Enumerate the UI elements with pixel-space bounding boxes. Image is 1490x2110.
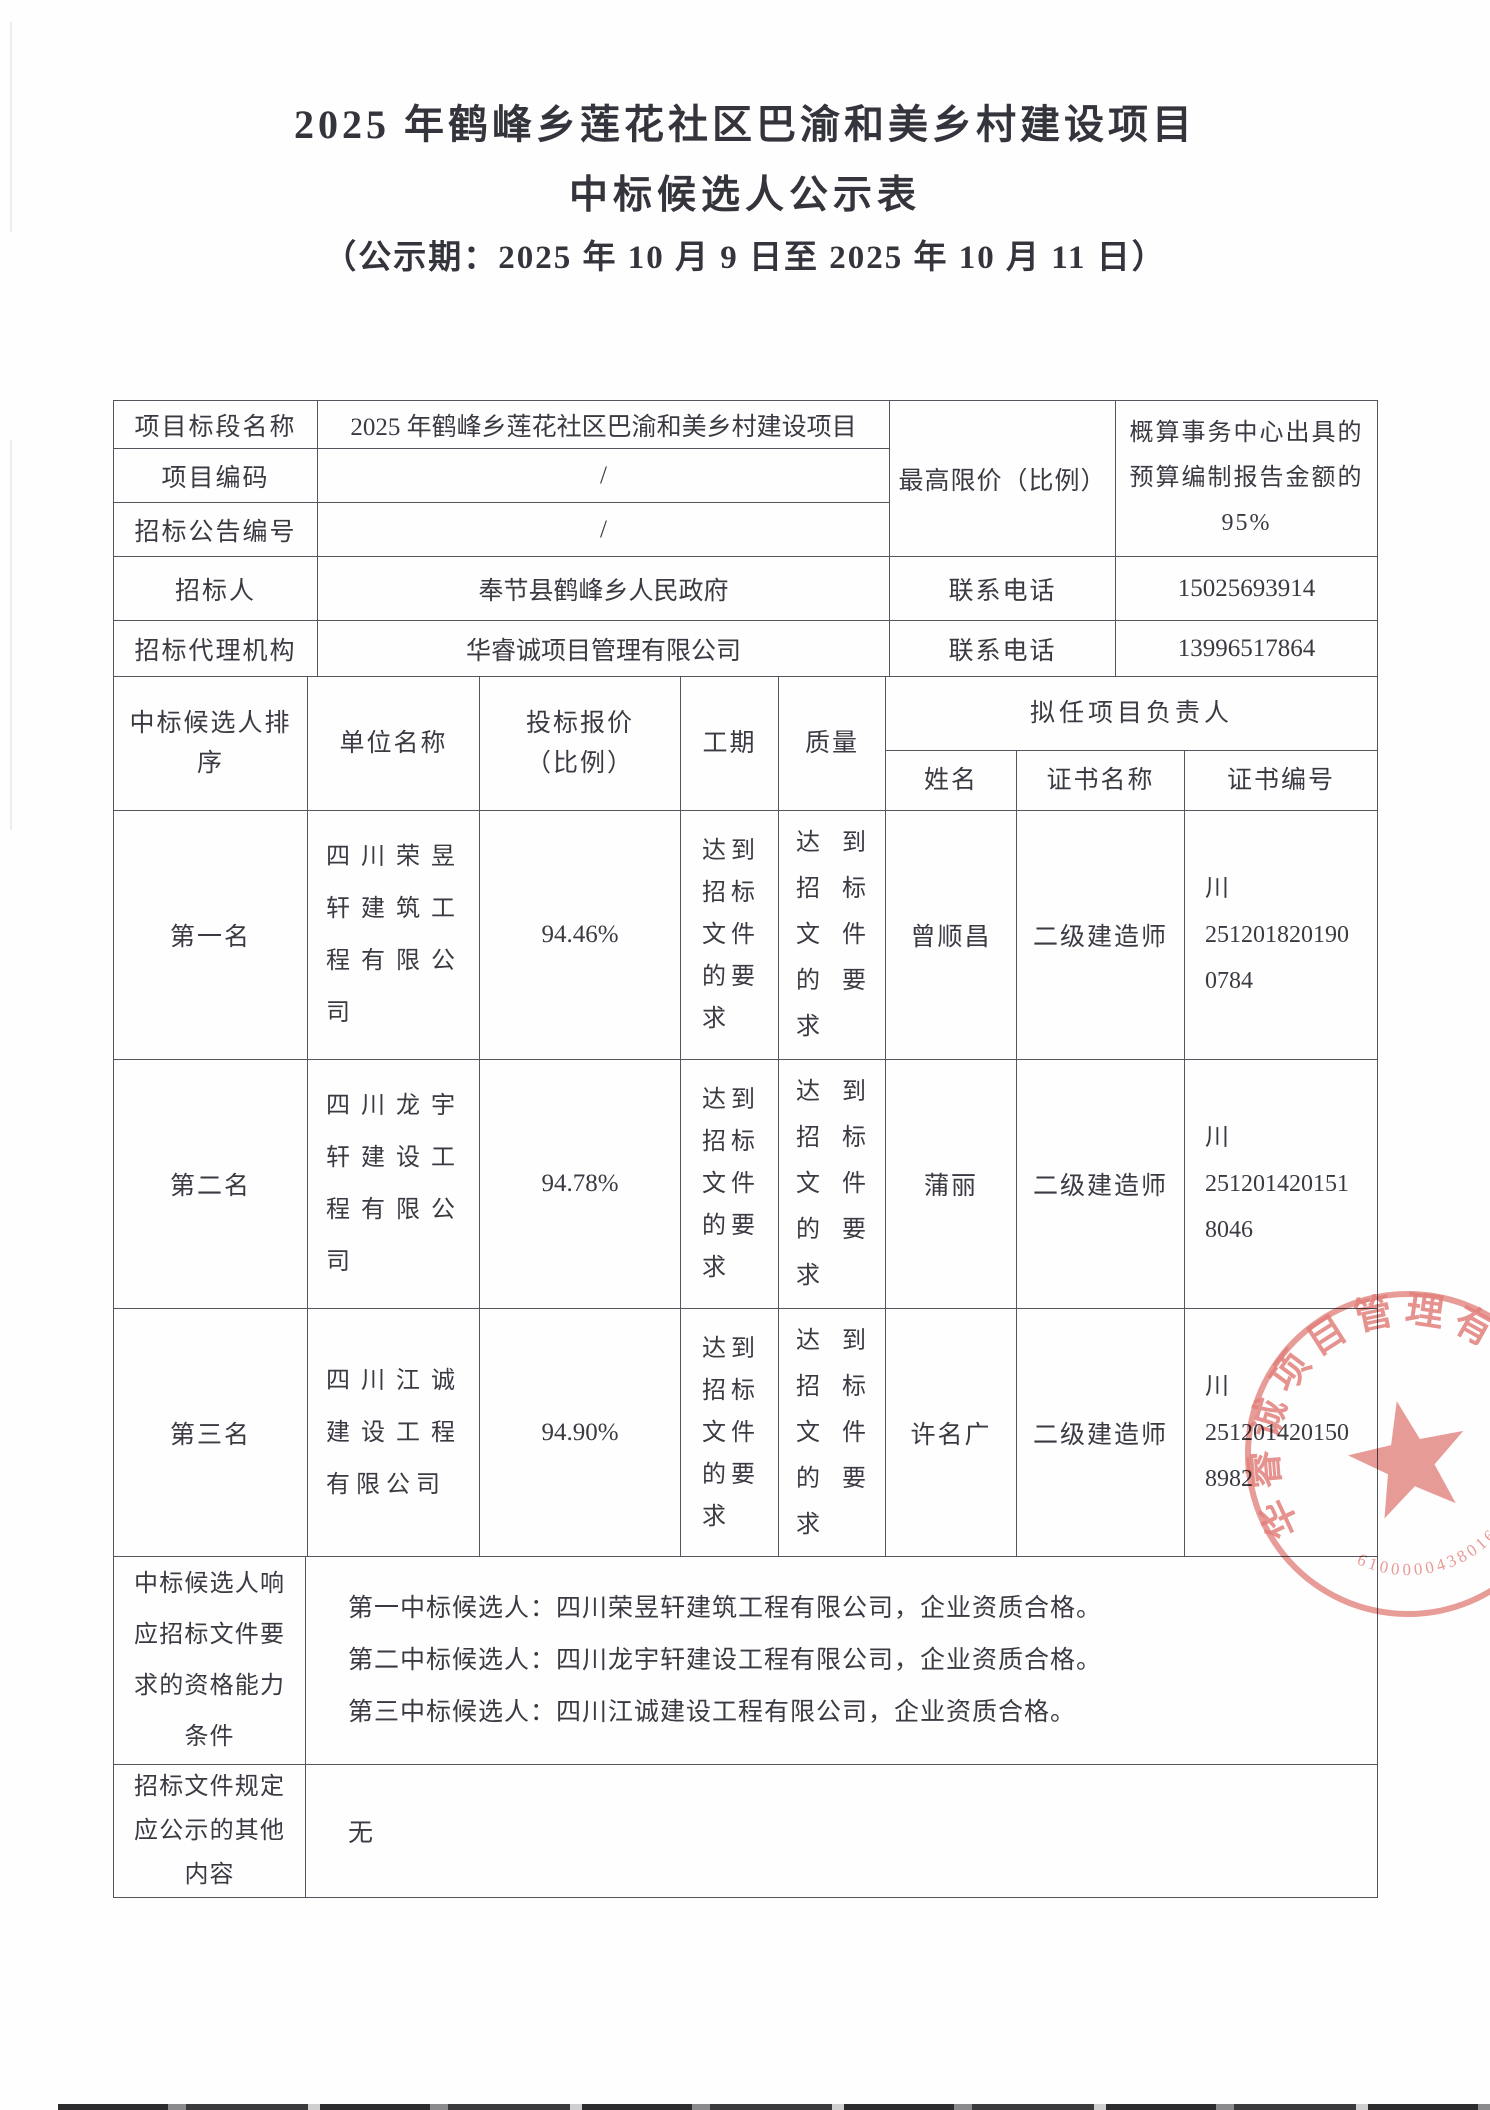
project-name-label: 项目标段名称 [113,400,318,449]
max-price-value: 概算事务中心出具的预算编制报告金额的95% [1115,400,1378,557]
manager-name-2: 蒲丽 [885,1059,1017,1309]
header-company: 单位名称 [307,676,480,811]
header-cert-no: 证书编号 [1183,750,1379,811]
tenderer-phone-label: 联系电话 [889,556,1116,621]
seal-circle [1245,1291,1490,1617]
other-content-value: 无 [305,1764,1378,1898]
agency-label: 招标代理机构 [113,620,318,677]
bid-1: 94.46% [479,810,681,1060]
company-1: 四川荣昱轩建筑工程有限公司 [307,810,480,1060]
cert-no-2: 川 2512014201518046 [1183,1059,1379,1309]
company-3: 四川江诚建设工程有限公司 [307,1308,480,1557]
manager-name-1: 曾顺昌 [885,810,1017,1060]
header-quality: 质量 [778,676,886,811]
candidate-row-1: 第一名 四川荣昱轩建筑工程有限公司 94.46% 达到招标文件的要求 达到招标文… [113,810,1379,1060]
duration-3: 达到招标文件的要求 [680,1308,779,1557]
duration-1: 达到招标文件的要求 [680,810,779,1060]
project-name-value: 2025 年鹤峰乡莲花社区巴渝和美乡村建设项目 [317,400,890,449]
document-subtitle: 中标候选人公示表 [568,174,921,217]
qualification-label: 中标候选人响应招标文件要求的资格能力条件 [113,1556,306,1765]
project-info-table: 项目标段名称 2025 年鹤峰乡莲花社区巴渝和美乡村建设项目 最高限价（比例） … [113,400,1378,677]
cert-no-3: 川 2512014201508982 [1183,1308,1379,1557]
other-content-label: 招标文件规定应公示的其他内容 [113,1764,306,1898]
svg-text:6100000438016: 6100000438016 [1351,1521,1490,1592]
agency-value: 华睿诚项目管理有限公司 [317,620,890,677]
document-title: 2025 年鹤峰乡莲花社区巴渝和美乡村建设项目 [294,102,1196,147]
rank-2: 第二名 [113,1059,308,1309]
tenderer-label: 招标人 [113,556,318,621]
cert-name-2: 二级建造师 [1016,1059,1185,1309]
announce-no-value: / [317,502,890,557]
header-manager-name: 姓名 [885,750,1017,811]
scanner-edge-band [58,2104,1490,2110]
company-2: 四川龙宇轩建设工程有限公司 [307,1059,480,1309]
cert-name-3: 二级建造师 [1016,1308,1185,1557]
tenderer-value: 奉节县鹤峰乡人民政府 [317,556,890,621]
candidate-row-3: 第三名 四川江诚建设工程有限公司 94.90% 达到招标文件的要求 达到招标文件… [113,1308,1379,1557]
agency-phone-value: 13996517864 [1115,620,1378,677]
candidate-row-2: 第二名 四川龙宇轩建设工程有限公司 94.78% 达到招标文件的要求 达到招标文… [113,1059,1379,1309]
rank-3: 第三名 [113,1308,308,1557]
cert-name-1: 二级建造师 [1016,810,1185,1060]
bid-2: 94.78% [479,1059,681,1309]
announce-no-label: 招标公告编号 [113,502,318,557]
bid-3: 94.90% [479,1308,681,1557]
qualification-line-1: 第一中标候选人：四川荣昱轩建筑工程有限公司，企业资质合格。 [348,1595,1103,1622]
project-code-label: 项目编码 [113,448,318,503]
tenderer-phone-value: 15025693914 [1115,556,1378,621]
scan-edge-mark [10,22,12,232]
duration-2: 达到招标文件的要求 [680,1059,779,1309]
header-bid: 投标报价 （比例） [479,676,681,811]
company-seal-graphic: 华睿诚项目管理有限公司 6100000438016 [1212,1259,1490,1617]
candidates-table: 中标候选人排 序 单位名称 投标报价 （比例） 工期 质量 拟任项目负责人 姓名… [113,676,1379,1557]
qualification-line-3: 第三中标候选人：四川江诚建设工程有限公司，企业资质合格。 [348,1699,1077,1726]
agency-phone-label: 联系电话 [889,620,1116,677]
rank-1: 第一名 [113,810,308,1060]
seal-number-text: 6100000438016 [1351,1521,1490,1592]
publicity-period: （公示期：2025 年 10 月 9 日至 2025 年 10 月 11 日） [323,240,1167,276]
qualification-line-2: 第二中标候选人：四川龙宇轩建设工程有限公司，企业资质合格。 [348,1647,1103,1674]
header-manager-group: 拟任项目负责人 [884,676,1379,751]
project-code-value: / [317,448,890,503]
cert-no-1: 川 2512018201900784 [1183,810,1379,1060]
header-duration: 工期 [680,676,779,811]
manager-name-3: 许名广 [885,1308,1017,1557]
header-rank: 中标候选人排 序 [113,676,308,811]
scan-edge-mark [10,440,12,830]
quality-1: 达到招标文件的要求 [778,810,886,1060]
quality-2: 达到招标文件的要求 [778,1059,886,1309]
bottom-sections-table: 中标候选人响应招标文件要求的资格能力条件 第一中标候选人：四川荣昱轩建筑工程有限… [113,1556,1378,1898]
qualification-content: 第一中标候选人：四川荣昱轩建筑工程有限公司，企业资质合格。 第二中标候选人：四川… [305,1556,1378,1765]
header-cert-name: 证书名称 [1016,750,1185,811]
quality-3: 达到招标文件的要求 [778,1308,886,1557]
company-seal: 华睿诚项目管理有限公司 6100000438016 [1199,1245,1490,1662]
max-price-label: 最高限价（比例） [889,400,1116,557]
seal-star-icon [1348,1401,1464,1519]
